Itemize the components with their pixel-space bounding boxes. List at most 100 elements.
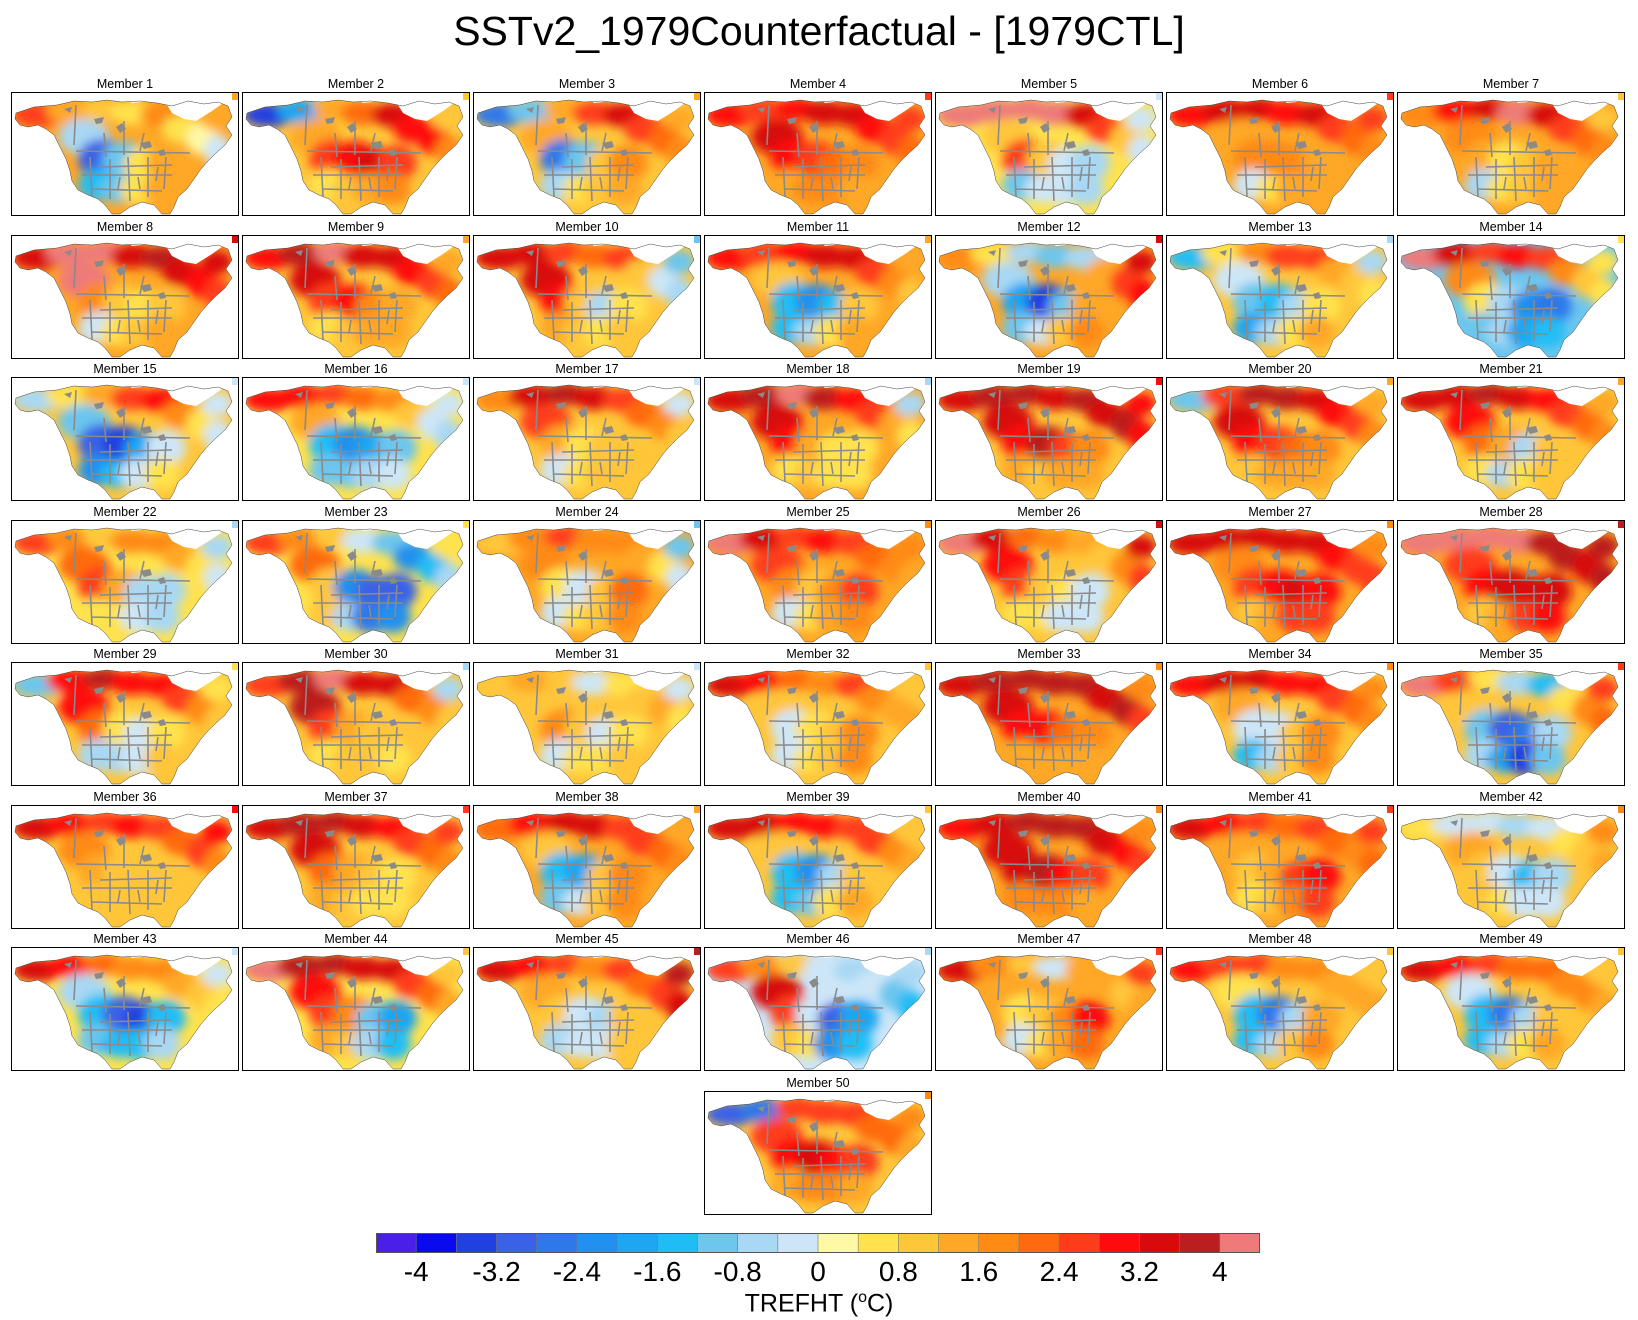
anomaly-field [15, 812, 232, 927]
map-panel: Member 37 [242, 789, 470, 931]
map-frame [1166, 804, 1394, 929]
anomaly-map [1169, 663, 1393, 785]
colorbar-swatch [1059, 1233, 1100, 1253]
anomaly-field [477, 100, 694, 214]
anomaly-field [246, 527, 463, 642]
anomaly-region [837, 1172, 873, 1204]
anomaly-region [432, 962, 463, 986]
anomaly-region [663, 107, 694, 131]
map-panel: Member 14 [1397, 219, 1625, 361]
panel-label: Member 26 [1017, 504, 1081, 519]
great-lakes [1450, 107, 1552, 156]
anomaly-map [1169, 378, 1393, 500]
panel-label: Member 27 [1248, 504, 1312, 519]
anomaly-region [606, 173, 642, 205]
map-panel: Member 19 [935, 363, 1163, 503]
map-panel: Member 47 [935, 933, 1163, 1073]
map-frame [11, 804, 239, 929]
colorbar-swatch [576, 1233, 618, 1253]
figure-title: SSTv2_1979Counterfactual - [1979CTL] [453, 8, 1185, 54]
anomaly-field [939, 385, 1156, 499]
anomaly-field [246, 670, 463, 784]
panel-label: Member 3 [558, 77, 616, 91]
domain-corner [463, 520, 469, 528]
state-borders [766, 817, 884, 914]
coastline [14, 384, 233, 500]
anomaly-region [663, 249, 694, 274]
great-lakes [1450, 534, 1552, 584]
anomaly-field [1170, 242, 1387, 357]
great-lakes [757, 534, 859, 584]
anomaly-map [1400, 663, 1624, 785]
state-borders [766, 247, 884, 344]
map-panel: Member 8 [11, 219, 239, 361]
coastline [707, 669, 926, 785]
domain-corner [232, 378, 238, 385]
anomaly-region [1530, 885, 1566, 918]
state-borders [535, 817, 653, 914]
anomaly-region [375, 173, 411, 205]
panel-label: Member 38 [555, 789, 619, 804]
anomaly-region [375, 458, 411, 490]
anomaly-field [15, 955, 232, 1069]
coastline [1400, 384, 1619, 500]
anomaly-field [477, 242, 694, 357]
state-borders [304, 104, 422, 202]
colorbar-tick-label: 1.6 [959, 1256, 999, 1287]
anomaly-map [14, 235, 238, 357]
map-frame [242, 377, 470, 501]
state-borders [997, 532, 1115, 629]
great-lakes [295, 677, 397, 726]
anomaly-region [1356, 819, 1387, 844]
domain-corner [694, 520, 700, 528]
anomaly-region [201, 107, 232, 131]
panel-label: Member 7 [1482, 77, 1540, 91]
domain-corner [232, 663, 238, 670]
panel-label: Member 37 [324, 789, 388, 804]
map-panel: Member 33 [935, 648, 1163, 788]
anomaly-region [1068, 743, 1104, 775]
map-panel: Member 3 [473, 78, 701, 218]
anomaly-region [1356, 677, 1387, 701]
anomaly-region [432, 819, 463, 844]
great-lakes [988, 392, 1090, 441]
anomaly-region [837, 743, 873, 775]
state-borders [1459, 532, 1577, 629]
panel-label: Member 14 [1479, 219, 1543, 234]
great-lakes [64, 107, 166, 156]
map-frame [242, 92, 470, 216]
anomaly-region [1587, 107, 1618, 131]
anomaly-field [939, 242, 1156, 357]
map-frame [242, 804, 470, 929]
map-panel: Member 2 [242, 78, 470, 218]
anomaly-map [1400, 93, 1624, 215]
domain-corner [232, 805, 238, 813]
map-panel: Member 10 [473, 220, 701, 361]
map-panel: Member 6 [1166, 78, 1394, 218]
coastline [14, 954, 233, 1070]
map-frame [1397, 92, 1625, 216]
coastline [476, 242, 695, 357]
anomaly-region [1587, 819, 1618, 844]
coastline [707, 954, 926, 1070]
map-frame [473, 377, 701, 501]
panel-label: Member 8 [96, 219, 154, 234]
anomaly-map [1400, 948, 1624, 1070]
anomaly-region [606, 885, 642, 918]
map-panel: Member 18 [704, 363, 932, 503]
anomaly-field [708, 100, 925, 214]
coastline [938, 669, 1157, 785]
anomaly-field [1401, 385, 1618, 499]
anomaly-region [894, 962, 925, 986]
map-frame [1166, 92, 1394, 216]
anomaly-field [477, 812, 694, 927]
domain-corner [1156, 235, 1162, 243]
map-frame [473, 662, 701, 786]
state-borders [535, 674, 653, 772]
anomaly-map [245, 663, 469, 785]
anomaly-region [606, 743, 642, 775]
domain-corner [463, 235, 469, 243]
panel-label: Member 5 [1020, 77, 1078, 91]
map-panel: Member 39 [704, 790, 932, 931]
state-borders [73, 532, 191, 629]
